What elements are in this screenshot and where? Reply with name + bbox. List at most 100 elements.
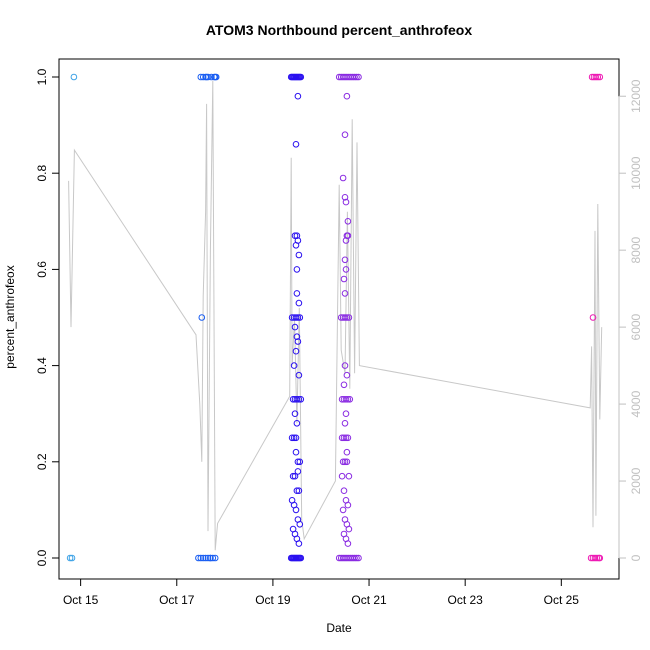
y-tick-label: 0.4 <box>35 357 49 374</box>
data-point <box>351 73 358 81</box>
chart-title: ATOM3 Northbound percent_anthrofeox <box>206 22 472 38</box>
data-point <box>292 448 300 456</box>
data-point <box>344 434 352 442</box>
data-point <box>343 458 351 466</box>
data-point <box>294 92 302 100</box>
data-point <box>355 554 362 562</box>
y-axis-right: 0 2000 4000 6000 8000 10000 12000 <box>618 79 643 561</box>
data-point <box>198 314 206 321</box>
y-tick-label: 0.8 <box>35 165 49 182</box>
data-point <box>344 218 352 225</box>
data-point <box>291 410 299 418</box>
data-point <box>293 487 301 495</box>
data-point <box>340 275 348 283</box>
data-point <box>341 362 349 369</box>
y-axis-left: 0.0 0.2 0.4 0.6 0.8 1.0 <box>35 68 60 566</box>
data-point <box>293 333 301 341</box>
x-tick-label: Oct 23 <box>448 593 484 607</box>
data-point <box>293 396 301 403</box>
x-tick-label: Oct 21 <box>351 593 387 607</box>
data-point <box>291 472 299 480</box>
data-point <box>342 434 350 442</box>
data-point <box>66 554 74 562</box>
data-point <box>290 362 298 369</box>
data-point <box>199 73 207 81</box>
data-point <box>295 487 303 495</box>
data-point <box>295 396 303 403</box>
data-point <box>341 458 349 466</box>
data-point <box>292 314 300 321</box>
data-point <box>197 554 205 562</box>
data-point <box>211 73 219 81</box>
data-point <box>591 554 599 562</box>
data-point <box>344 540 352 547</box>
data-point <box>70 73 78 81</box>
data-point <box>342 410 350 418</box>
data-point <box>296 521 304 528</box>
data-point <box>293 290 301 297</box>
data-point <box>202 73 209 81</box>
data-point <box>345 525 353 533</box>
data-point <box>292 434 300 442</box>
data-point <box>342 266 350 273</box>
y-axis-label: percent_anthrofeox <box>3 265 17 368</box>
data-point <box>353 73 360 81</box>
x-tick-label: Oct 17 <box>159 593 195 607</box>
data-point <box>207 554 214 562</box>
data-point <box>68 554 76 562</box>
data-point <box>355 73 362 81</box>
data-point <box>291 323 299 331</box>
data-point <box>341 194 349 201</box>
points-layer <box>66 73 604 562</box>
data-point <box>345 472 353 480</box>
data-point <box>297 73 305 81</box>
data-point <box>341 256 349 264</box>
data-point <box>292 141 300 148</box>
x-axis: Oct 15 Oct 17 Oct 19 Oct 21 Oct 23 Oct 25 <box>63 578 580 607</box>
data-point <box>294 468 302 475</box>
y2-tick-label: 12000 <box>629 79 643 113</box>
data-point <box>344 396 352 403</box>
series-line <box>68 80 603 551</box>
data-point <box>294 314 302 321</box>
data-point <box>594 73 602 81</box>
data-point <box>593 554 601 562</box>
data-point <box>342 396 350 403</box>
data-point <box>292 347 300 355</box>
data-point <box>290 434 298 442</box>
data-point <box>344 232 352 239</box>
data-point <box>346 396 354 403</box>
x-tick-label: Oct 25 <box>544 593 580 607</box>
y-tick-label: 0.2 <box>35 453 49 470</box>
data-point <box>292 506 300 514</box>
data-point <box>296 314 304 321</box>
data-point <box>292 242 300 249</box>
data-point <box>340 381 348 389</box>
data-point <box>342 198 350 206</box>
data-point <box>589 314 597 321</box>
data-point <box>295 371 303 379</box>
x-tick-label: Oct 19 <box>255 593 291 607</box>
data-point <box>295 299 303 307</box>
data-point <box>351 554 358 562</box>
data-point <box>295 540 303 547</box>
data-point <box>199 554 207 562</box>
data-point <box>209 554 217 562</box>
data-point <box>204 73 212 81</box>
data-point <box>295 251 303 259</box>
x-axis-label: Date <box>326 621 352 635</box>
data-point <box>297 554 305 562</box>
x-tick-label: Oct 15 <box>63 593 99 607</box>
data-point <box>344 501 352 509</box>
data-point <box>341 420 349 427</box>
y2-tick-label: 2000 <box>629 467 643 494</box>
data-point <box>343 448 351 456</box>
data-point <box>343 92 351 100</box>
y2-tick-label: 8000 <box>629 236 643 263</box>
data-point <box>289 472 297 480</box>
y2-tick-label: 0 <box>629 554 643 561</box>
data-point <box>341 131 349 138</box>
data-point <box>288 434 296 442</box>
data-point <box>195 554 202 562</box>
